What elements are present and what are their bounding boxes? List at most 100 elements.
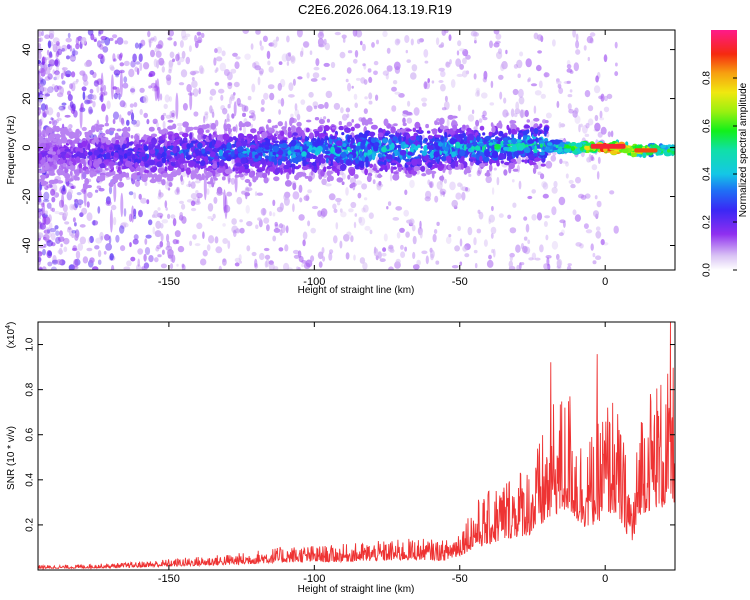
band-blob (211, 138, 215, 147)
band-blob (131, 153, 136, 161)
noise-blob (138, 210, 141, 216)
noise-blob (165, 207, 168, 211)
band-blob (135, 144, 140, 149)
band-blob (58, 138, 62, 146)
band-blob (326, 118, 330, 123)
band-blob (466, 139, 471, 144)
noise-blob (483, 70, 488, 80)
noise-blob (575, 33, 579, 42)
colorbar-tick-label: 0.2 (702, 215, 713, 229)
band-blob (264, 155, 270, 159)
band-blob (436, 122, 440, 125)
noise-blob (317, 104, 325, 109)
noise-blob (306, 105, 313, 112)
noise-blob (75, 199, 80, 204)
noise-blob (40, 77, 44, 83)
noise-blob (218, 265, 222, 270)
band-blob (398, 135, 402, 143)
band-blob (503, 137, 509, 143)
noise-streak (224, 194, 228, 219)
noise-blob (198, 65, 204, 74)
band-blob (513, 151, 519, 157)
band-blob (432, 128, 438, 135)
band-blob (182, 121, 189, 128)
band-blob (524, 159, 528, 164)
noise-blob (368, 212, 374, 219)
noise-blob (66, 55, 70, 60)
noise-blob (39, 94, 43, 98)
noise-blob (278, 61, 283, 65)
noise-blob (260, 107, 265, 112)
band-blob (139, 160, 145, 167)
band-blob (38, 153, 43, 161)
noise-blob (41, 56, 45, 66)
noise-blob (116, 128, 122, 132)
noise-blob (51, 196, 56, 203)
noise-blob (350, 201, 357, 209)
noise-blob (138, 209, 143, 218)
noise-blob (456, 73, 464, 77)
band-blob (305, 127, 310, 133)
band-blob (350, 126, 355, 132)
band-blob (96, 175, 100, 182)
noise-streak (109, 209, 113, 233)
band-blob (286, 172, 290, 180)
band-blob (109, 146, 113, 151)
band-blob (452, 124, 458, 131)
noise-blob (593, 210, 599, 218)
noise-blob (169, 263, 174, 270)
band-blob (181, 132, 189, 138)
noise-blob (111, 264, 115, 270)
noise-blob (477, 209, 481, 214)
band-blob (182, 137, 188, 141)
noise-blob (429, 182, 433, 188)
band-blob (414, 121, 421, 129)
band-blob (265, 146, 270, 150)
noise-blob (92, 219, 96, 226)
noise-blob (234, 262, 240, 267)
noise-blob (40, 83, 45, 92)
band-blob (518, 144, 525, 151)
band-blob (189, 132, 193, 140)
noise-blob (607, 131, 612, 138)
noise-blob (48, 214, 52, 223)
noise-blob (55, 41, 60, 46)
band-blob (76, 176, 80, 181)
noise-blob (509, 255, 513, 262)
noise-blob (351, 85, 354, 89)
noise-blob (565, 161, 569, 167)
noise-blob (278, 247, 284, 252)
snr-panel: -150 -100 -50 0 0.20.40.60.81.0 Height of s… (5, 321, 676, 595)
noise-blob (260, 207, 267, 216)
noise-blob (258, 219, 263, 228)
noise-blob (99, 44, 104, 50)
band-blob (447, 164, 451, 170)
band-blob (185, 167, 191, 175)
noise-blob (80, 102, 84, 111)
noise-blob (177, 126, 183, 132)
band-blob (376, 174, 383, 178)
colorbar-tick-label: 0.0 (702, 263, 713, 277)
noise-blob (167, 213, 171, 219)
noise-blob (368, 92, 373, 100)
noise-streak (110, 74, 114, 100)
noise-blob (488, 214, 495, 223)
noise-blob (177, 61, 181, 66)
noise-blob (245, 204, 250, 214)
band-blob (266, 161, 272, 166)
noise-blob (75, 78, 79, 83)
line-blob (610, 150, 618, 155)
noise-blob (215, 246, 223, 254)
band-blob (53, 134, 60, 138)
noise-blob (132, 53, 137, 63)
band-blob (310, 153, 314, 157)
noise-blob (572, 209, 577, 216)
noise-blob (391, 105, 397, 112)
noise-blob (47, 40, 52, 49)
noise-blob (382, 30, 388, 38)
band-blob (434, 120, 438, 126)
noise-blob (243, 125, 246, 135)
noise-blob (211, 218, 214, 221)
noise-blob (154, 230, 162, 238)
